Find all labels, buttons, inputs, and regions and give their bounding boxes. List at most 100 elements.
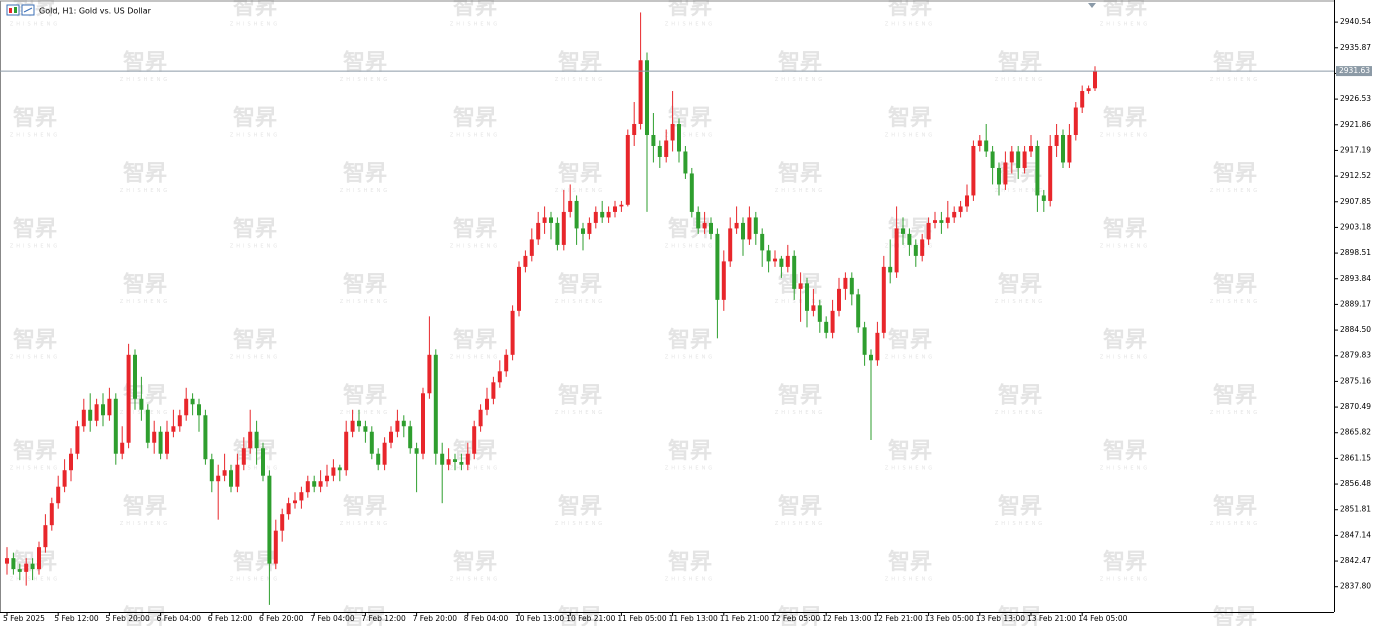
x-tick-label: 6 Feb 12:00 <box>208 614 253 623</box>
watermark-sub: ZHISHENG <box>665 133 715 139</box>
y-tick-label: 2837.80 <box>1340 582 1371 591</box>
x-tick-label: 12 Feb 21:00 <box>873 614 922 623</box>
candle-body <box>203 415 208 460</box>
candle-body <box>536 222 541 240</box>
watermark: 智昇 <box>888 0 932 20</box>
candle-body <box>875 332 880 361</box>
x-tick-label: 13 Feb 13:00 <box>976 614 1025 623</box>
candle-body <box>17 569 22 572</box>
y-tick-label: 2907.85 <box>1340 197 1371 206</box>
watermark: 智昇 <box>668 216 712 242</box>
icon <box>23 7 33 13</box>
candle-body <box>926 222 931 240</box>
watermark: 智昇 <box>888 438 932 464</box>
x-tick-label: 12 Feb 13:00 <box>822 614 871 623</box>
candle-body <box>901 228 905 234</box>
watermark-sub: ZHISHENG <box>10 355 60 361</box>
watermark-sub: ZHISHENG <box>1100 577 1150 583</box>
candle-body <box>933 220 937 223</box>
candle-body <box>331 467 336 476</box>
watermark-sub: ZHISHENG <box>450 22 500 28</box>
watermark: 智昇 <box>998 494 1042 520</box>
watermark-sub: ZHISHENG <box>555 410 605 416</box>
candle-body <box>267 475 272 564</box>
candle-body <box>907 233 912 245</box>
watermark-sub: ZHISHENG <box>1100 22 1150 28</box>
candle-body <box>62 470 67 487</box>
y-tick-label: 2842.47 <box>1340 556 1371 565</box>
watermark-sub: ZHISHENG <box>10 133 60 139</box>
candle-body <box>542 217 547 223</box>
candle-body <box>459 461 464 465</box>
watermark-sub: ZHISHENG <box>885 244 935 250</box>
watermark-sub: ZHISHENG <box>10 22 60 28</box>
y-tick-label: 2940.54 <box>1340 17 1371 26</box>
candle-body <box>696 211 701 229</box>
watermark: 智昇 <box>778 605 822 626</box>
candle-body <box>824 321 829 333</box>
watermark: 智昇 <box>558 272 602 298</box>
candle-body <box>504 354 509 372</box>
watermark-sub: ZHISHENG <box>1100 355 1150 361</box>
candle-body <box>651 134 656 146</box>
candle-body <box>472 426 477 454</box>
candle-body <box>158 431 163 454</box>
watermark-sub: ZHISHENG <box>340 521 390 527</box>
watermark: 智昇 <box>778 161 822 187</box>
watermark: 智昇 <box>123 50 167 76</box>
candle-body <box>683 151 688 174</box>
watermark-sub: ZHISHENG <box>665 466 715 472</box>
y-tick-label: 2912.52 <box>1340 171 1371 180</box>
candle-body <box>382 442 387 465</box>
watermark-sub: ZHISHENG <box>775 410 825 416</box>
watermark-sub: ZHISHENG <box>10 577 60 583</box>
candle-body <box>248 431 253 449</box>
watermark-sub: ZHISHENG <box>995 299 1045 305</box>
watermark-sub: ZHISHENG <box>665 355 715 361</box>
icon <box>14 7 17 13</box>
watermark: 智昇 <box>453 216 497 242</box>
watermark: 智昇 <box>343 383 387 409</box>
candle-body <box>715 233 720 300</box>
watermark: 智昇 <box>1213 272 1257 298</box>
watermark-sub: ZHISHENG <box>555 299 605 305</box>
watermark-sub: ZHISHENG <box>665 22 715 28</box>
candle-body <box>133 354 137 399</box>
watermark: 智昇 <box>13 438 57 464</box>
y-tick-label: 2893.84 <box>1340 274 1371 283</box>
watermark: 智昇 <box>233 216 277 242</box>
watermark-sub: ZHISHENG <box>1210 188 1260 194</box>
candle-body <box>113 398 118 454</box>
candle-body <box>120 442 125 454</box>
watermark: 智昇 <box>233 327 277 353</box>
candle-body <box>165 431 169 454</box>
candle-body <box>792 255 797 289</box>
candle-body <box>785 255 790 267</box>
candle-body <box>664 140 669 157</box>
candle-body <box>965 195 969 207</box>
candle-body <box>395 420 400 432</box>
watermark: 智昇 <box>1213 494 1257 520</box>
candle-body <box>766 250 771 262</box>
candle-body <box>1048 145 1053 201</box>
watermark: 智昇 <box>558 161 602 187</box>
candle-body <box>216 475 221 482</box>
candle-body <box>1086 88 1091 92</box>
watermark-sub: ZHISHENG <box>450 133 500 139</box>
candle-body <box>581 228 585 234</box>
watermark: 智昇 <box>343 272 387 298</box>
candle-body <box>747 217 752 240</box>
candle-body <box>677 124 681 152</box>
watermark-sub: ZHISHENG <box>775 188 825 194</box>
watermark-sub: ZHISHENG <box>1210 410 1260 416</box>
x-tick-label: 7 Feb 20:00 <box>413 614 458 623</box>
y-tick-label: 2875.16 <box>1340 376 1371 385</box>
candle-body <box>261 448 265 476</box>
x-tick-label: 5 Feb 2025 <box>3 614 45 623</box>
candle-body <box>1054 134 1059 146</box>
candle-body <box>1029 145 1033 152</box>
candle-body <box>702 222 707 229</box>
watermark-sub: ZHISHENG <box>10 466 60 472</box>
candle-body <box>81 409 86 427</box>
candle-body <box>869 354 873 361</box>
